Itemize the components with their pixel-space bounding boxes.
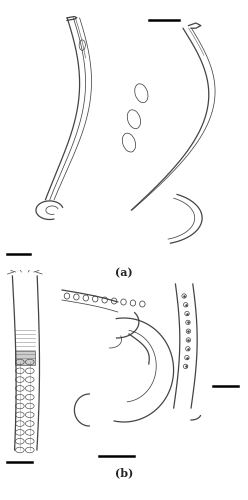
Text: (a): (a): [115, 267, 133, 278]
Text: (b): (b): [115, 467, 133, 478]
Bar: [15, 351, 35, 365]
